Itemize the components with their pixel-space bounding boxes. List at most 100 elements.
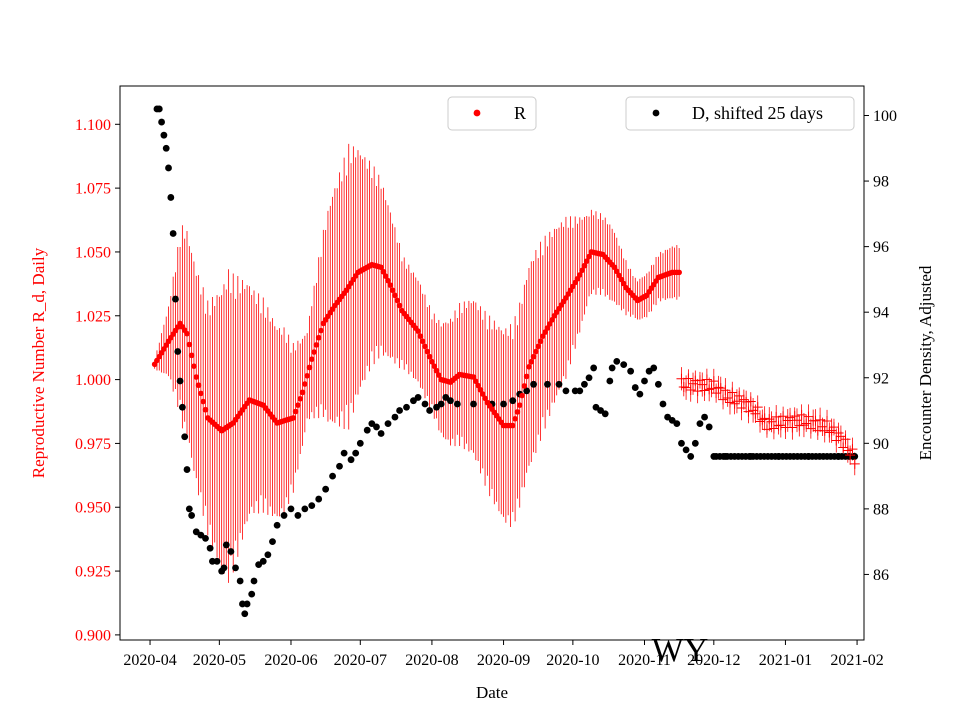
r-point [193, 374, 200, 380]
r-point [415, 328, 421, 334]
r-plus-point [849, 458, 860, 469]
r-point [475, 382, 481, 389]
r-point [302, 381, 308, 387]
r-plus-point [694, 375, 705, 386]
d-point [202, 534, 209, 542]
d-point [363, 426, 371, 434]
d-point [523, 387, 531, 395]
x-tick-label: 2020-12 [687, 652, 740, 669]
r-plus-point [750, 408, 761, 419]
d-point [650, 364, 658, 372]
right-tick-label: 96 [873, 239, 889, 256]
d-point [356, 439, 364, 447]
right-tick-label: 94 [873, 305, 889, 322]
d-point [220, 564, 228, 572]
r-plus-point [743, 406, 754, 417]
d-point [447, 397, 454, 405]
r-plus-point [724, 397, 735, 408]
d-point [269, 538, 276, 546]
d-point [273, 521, 281, 529]
r-plus-point [787, 422, 798, 433]
d-point [264, 551, 272, 559]
r-point [526, 364, 532, 370]
r-plus-point [731, 396, 742, 407]
d-point [280, 512, 288, 519]
d-point [213, 557, 221, 565]
r-plus-point [840, 434, 851, 445]
d-point [421, 400, 429, 408]
d-point [188, 512, 196, 519]
r-plus-point [761, 424, 772, 435]
left-tick-label: 1.100 [75, 117, 111, 134]
left-axis-label: Reproductive Number R_d, Daily [29, 247, 48, 478]
d-point [160, 131, 168, 139]
r-point [544, 325, 551, 331]
d-point [426, 407, 434, 414]
d-point [590, 364, 598, 372]
d-point [174, 348, 182, 355]
r-point [191, 363, 197, 369]
d-point [165, 164, 172, 172]
d-point [470, 400, 477, 408]
r-point [195, 382, 202, 389]
r-plus-point [845, 450, 856, 461]
d-point [172, 295, 179, 303]
r-point [477, 387, 484, 393]
d-point [178, 403, 186, 411]
r-point [315, 334, 322, 341]
r-point [424, 348, 431, 355]
r-point [620, 280, 627, 287]
r-point [613, 268, 620, 275]
left-tick-label: 1.050 [75, 244, 111, 261]
r-plus-point [805, 423, 816, 434]
d-point [243, 600, 251, 608]
legend-r-box [447, 96, 537, 131]
d-point [236, 577, 244, 585]
d-point [206, 544, 214, 552]
r-point [380, 268, 387, 275]
r-point [396, 302, 403, 309]
r-point [537, 338, 544, 345]
r-point [313, 342, 320, 348]
d-point [636, 390, 644, 398]
d-point [322, 485, 330, 493]
r-plus-point [789, 411, 800, 422]
r-plus-point [713, 382, 724, 393]
x-axis-ticks: 2020-04 2020-05 2020-06 2020-07 2020-08 2020-… [123, 640, 884, 669]
d-point [227, 548, 235, 555]
r-point [378, 264, 384, 271]
r-plus-point [701, 374, 712, 385]
r-plus-point [831, 435, 842, 446]
d-point [673, 420, 681, 428]
r-point [429, 358, 435, 365]
d-point [620, 361, 628, 369]
left-axis-ticks: 0.900 0.925 0.950 0.975 1.000 1.025 1.050 1.075… [75, 117, 120, 644]
r-plus-point [692, 386, 703, 397]
r-point [431, 363, 438, 369]
r-plus-point [798, 420, 809, 431]
d-point [287, 505, 295, 513]
r-plus-point [683, 373, 694, 384]
x-tick-label: 2020-10 [546, 652, 599, 669]
d-point [696, 420, 704, 428]
d-point [308, 502, 316, 509]
left-tick-label: 1.025 [75, 308, 111, 325]
d-point [631, 384, 639, 391]
r-plus-point [706, 383, 717, 394]
r-point [533, 348, 539, 355]
r-point [521, 383, 528, 389]
d-point [315, 495, 323, 503]
r-point [581, 262, 588, 269]
r-point [387, 282, 394, 288]
left-tick-label: 1.075 [75, 181, 111, 198]
d-point [248, 590, 256, 598]
r-plus-point [745, 396, 756, 407]
d-point [155, 105, 163, 113]
r-point [308, 356, 315, 362]
d-point [641, 377, 648, 385]
d-point [613, 357, 621, 365]
r-plus-point [842, 445, 853, 456]
r-plus-point [711, 388, 722, 399]
r-point [422, 343, 428, 350]
d-point [391, 413, 399, 421]
